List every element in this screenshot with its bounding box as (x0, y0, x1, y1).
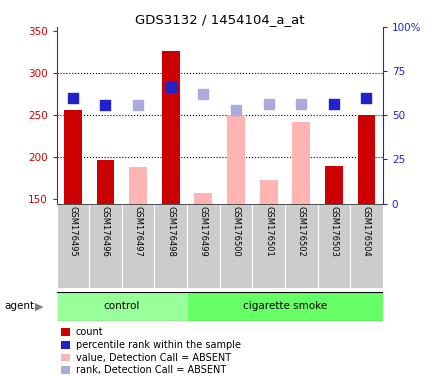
Bar (56, 292, 187, 321)
Bar (187, 204, 219, 288)
Text: GSM176496: GSM176496 (101, 206, 110, 257)
Text: GSM176502: GSM176502 (296, 206, 305, 257)
Text: GSM176504: GSM176504 (361, 206, 370, 257)
Point (167, 84, 174, 91)
Bar (219, 204, 252, 288)
Text: GSM176501: GSM176501 (263, 206, 273, 257)
Bar (259, 180, 277, 204)
Title: GDS3132 / 1454104_a_at: GDS3132 / 1454104_a_at (135, 13, 304, 26)
Text: rank, Detection Call = ABSENT: rank, Detection Call = ABSENT (76, 365, 225, 375)
Text: cigarette smoke: cigarette smoke (242, 301, 326, 311)
Bar (252, 204, 284, 288)
Text: value, Detection Call = ABSENT: value, Detection Call = ABSENT (76, 353, 230, 362)
Bar (227, 115, 244, 204)
Text: agent: agent (4, 301, 34, 311)
Bar (89, 204, 122, 288)
Bar (194, 194, 212, 204)
Bar (56, 204, 89, 288)
Point (69, 94, 76, 101)
Text: GSM176497: GSM176497 (133, 206, 142, 257)
Point (330, 101, 337, 108)
Text: control: control (103, 301, 140, 311)
Point (199, 91, 207, 97)
Text: ▶: ▶ (35, 301, 43, 311)
Bar (64, 110, 82, 204)
Bar (357, 115, 375, 204)
Bar (122, 204, 154, 288)
Bar (161, 51, 179, 204)
Text: GSM176495: GSM176495 (68, 206, 77, 257)
Bar (284, 204, 317, 288)
Point (297, 101, 304, 108)
Bar (129, 167, 147, 204)
Bar (324, 166, 342, 204)
Text: percentile rank within the sample: percentile rank within the sample (76, 340, 240, 350)
Point (102, 102, 108, 108)
Point (362, 95, 369, 101)
Text: GSM176500: GSM176500 (231, 206, 240, 257)
Text: GSM176499: GSM176499 (198, 206, 207, 257)
Bar (187, 292, 382, 321)
Bar (317, 204, 349, 288)
Text: GSM176503: GSM176503 (329, 206, 338, 257)
Bar (154, 204, 187, 288)
Bar (349, 204, 382, 288)
Point (232, 107, 239, 113)
Text: GSM176498: GSM176498 (166, 206, 175, 257)
Point (135, 102, 141, 108)
Text: count: count (76, 327, 103, 337)
Bar (292, 122, 309, 204)
Bar (96, 160, 114, 204)
Point (265, 101, 272, 108)
